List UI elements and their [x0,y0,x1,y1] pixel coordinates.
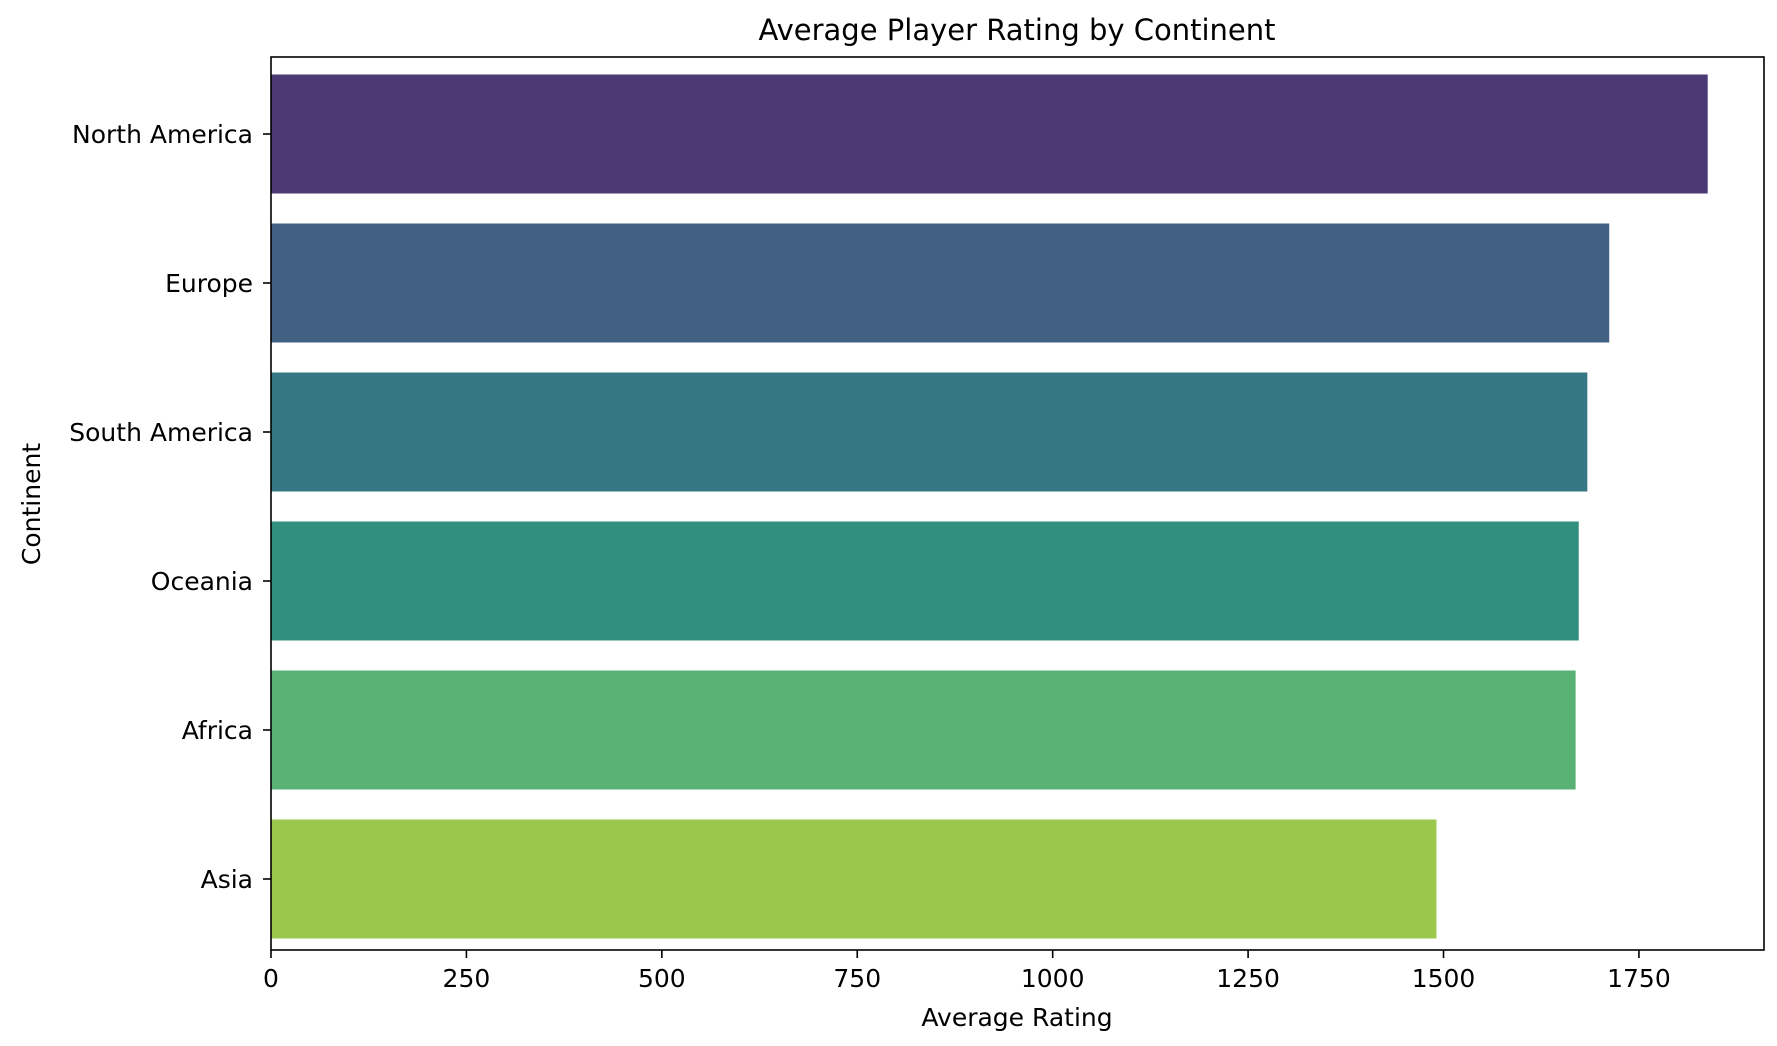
y-tick-label: North America [72,120,253,149]
x-axis-label: Average Rating [921,1003,1112,1032]
y-axis-label: Continent [17,443,46,565]
plot-frame [270,56,1765,951]
x-tick-label: 1000 [1021,964,1085,993]
bar-south-america [271,372,1588,492]
bar-north-america [271,74,1708,194]
x-tick-label: 1500 [1412,964,1476,993]
x-axis-ticks: 0 250 500 750 1000 1250 1500 1750 [263,950,1671,993]
bars-group [271,74,1708,939]
y-axis-ticks: North America Europe South America Oceania A… [69,120,271,894]
x-tick-label: 750 [833,964,881,993]
x-tick-label: 250 [443,964,491,993]
x-tick-label: 0 [263,964,279,993]
chart-title: Average Player Rating by Continent [758,13,1275,47]
x-tick-label: 1750 [1607,964,1671,993]
bar-europe [271,223,1610,343]
y-tick-label: Oceania [151,567,253,596]
x-tick-label: 500 [638,964,686,993]
y-tick-label: Asia [201,865,253,894]
bar-asia [271,819,1437,939]
x-tick-label: 1250 [1216,964,1280,993]
bar-africa [271,670,1576,790]
y-tick-label: Africa [182,716,253,745]
y-tick-label: South America [69,418,253,447]
bar-oceania [271,521,1579,641]
y-tick-label: Europe [165,269,253,298]
